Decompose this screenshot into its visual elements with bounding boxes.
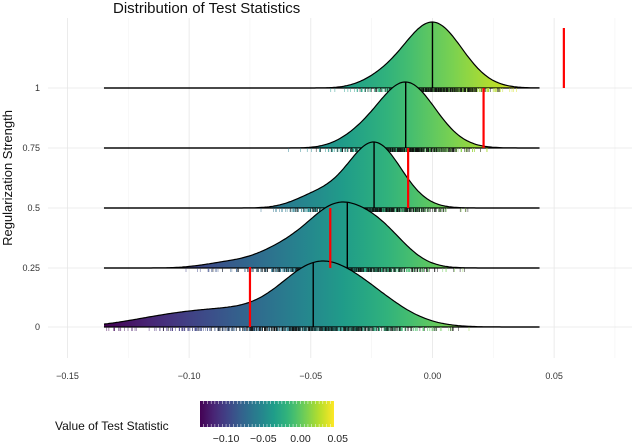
ridge-density-fill [104,202,540,268]
legend-colorbar [200,401,334,427]
y-tick-label: 0 [35,322,40,332]
legend-tick-label: −0.05 [250,433,277,445]
y-tick-label: 0.5 [27,203,40,213]
ridge-0 [103,260,540,331]
chart-title: Distribution of Test Statistics [113,0,300,17]
ridge-rug [106,327,470,331]
x-axis-ticks: −0.15 −0.10 −0.05 0.00 0.05 [56,371,563,381]
ridge-0.75 [103,81,540,152]
y-tick-label: 0.25 [22,263,40,273]
x-tick-label: −0.05 [299,371,322,381]
x-tick-label: −0.10 [178,371,201,381]
ridge-density-curve [103,260,540,328]
y-axis-ticks: 0 0.25 0.5 0.75 1 [22,83,40,332]
legend-tick-label: 0.00 [290,433,311,445]
legend-title: Value of Test Statistic [55,419,169,433]
ridge-1 [103,21,540,92]
y-tick-label: 0.75 [22,143,40,153]
ridges [103,21,565,331]
ridge-density-fill [104,261,540,327]
y-tick-label: 1 [35,83,40,93]
x-tick-label: −0.15 [56,371,79,381]
y-axis-title: Regularization Strength [0,110,15,246]
ridge-0.5 [103,141,540,212]
legend-tick-label: 0.05 [328,433,349,445]
x-tick-label: 0.00 [424,371,442,381]
ridge-density-fill [104,142,540,208]
ridge-density-fill [104,82,540,148]
color-legend: Value of Test Statistic −0.10 −0.05 0.00 0.… [55,401,348,445]
x-tick-label: 0.05 [545,371,563,381]
ridge-density-fill [104,22,540,88]
legend-tick-label: −0.10 [213,433,240,445]
